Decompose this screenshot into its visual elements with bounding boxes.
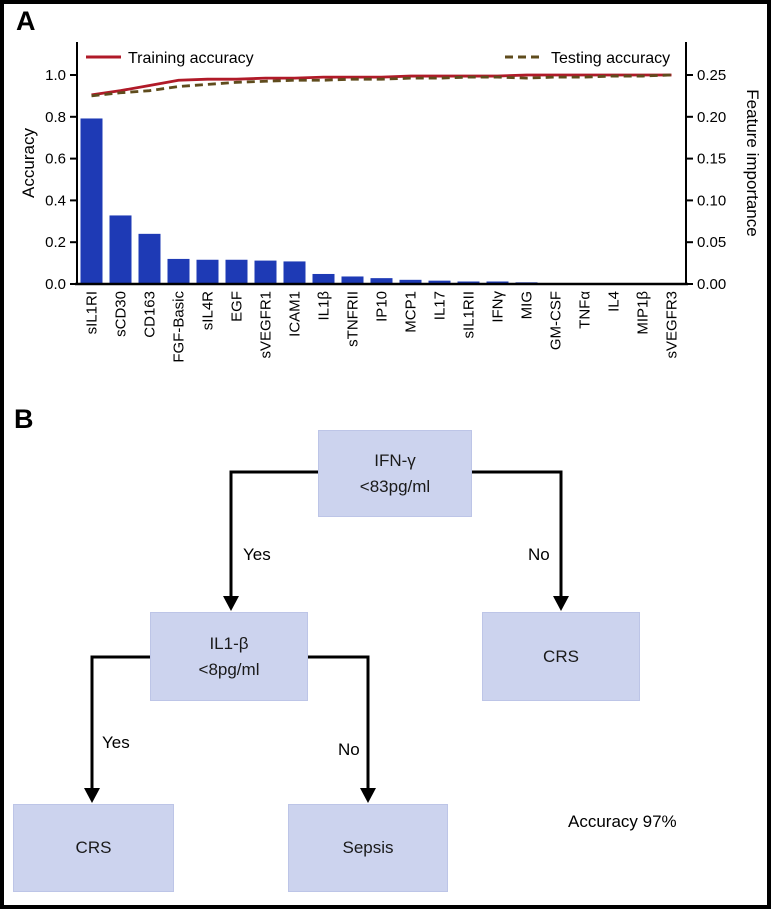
bar-IL17 [428, 280, 451, 284]
edge-label-l2-yes: Yes [102, 733, 130, 752]
arrowhead-l2-yes-icon [84, 788, 100, 803]
left-tick-label: 0.2 [45, 234, 66, 251]
left-axis-title: Accuracy [19, 128, 38, 198]
bar-CD163 [138, 233, 161, 284]
bar-sIL1RI [80, 118, 103, 284]
node-il1-beta-line1: IL1-β [209, 634, 249, 653]
bar-sCD30 [109, 215, 132, 284]
edge-label-l2-no: No [338, 740, 360, 759]
right-tick-label: 0.00 [697, 276, 726, 293]
node-sepsis-label: Sepsis [342, 838, 394, 858]
panel-b-label: B [14, 404, 34, 434]
x-tick-label-IP10: IP10 [374, 291, 391, 322]
bar-IFNγ [486, 281, 509, 284]
bar-sIL1RII [457, 281, 480, 284]
left-tick-label: 1.0 [45, 67, 66, 84]
x-tick-label-sCD30: sCD30 [113, 291, 130, 337]
left-tick-label: 0.6 [45, 151, 66, 168]
edge-root-no [472, 470, 563, 597]
node-ifn-gamma: IFN-γ <83pg/ml [318, 430, 472, 517]
node-il1-beta-line2: <8pg/ml [198, 659, 260, 679]
edge-label-root-yes: Yes [243, 545, 271, 564]
x-tick-label-EGF: EGF [229, 291, 246, 322]
panel-a-label: A [16, 6, 36, 36]
x-tick-label-MIP1β: MIP1β [635, 291, 652, 335]
edge-l2-no [308, 655, 370, 789]
left-tick-label: 0.8 [45, 109, 66, 126]
x-tick-label-TNFα: TNFα [577, 291, 594, 329]
node-crs-left-label: CRS [75, 838, 112, 858]
node-il1-beta: IL1-β <8pg/ml [150, 612, 308, 701]
left-tick-label: 0.0 [45, 276, 66, 293]
x-tick-label-sTNFRII: sTNFRII [345, 291, 362, 347]
bar-IL1β [312, 273, 335, 284]
x-tick-label-sVEGFR3: sVEGFR3 [664, 291, 681, 359]
legend-training-label: Training accuracy [128, 50, 254, 67]
node-crs-right-label: CRS [543, 646, 579, 666]
arrowhead-root-yes-icon [223, 596, 239, 611]
node-sepsis: Sepsis [288, 804, 448, 892]
edge-label-root-no: No [528, 545, 550, 564]
x-tick-label-GM-CSF: GM-CSF [548, 291, 565, 350]
line-testing [91, 73, 672, 98]
bars-group [80, 118, 683, 285]
x-tick-label-FGF-Basic: FGF-Basic [171, 291, 188, 363]
lines-group [91, 73, 672, 98]
node-crs-left: CRS [13, 804, 174, 892]
x-tick-label-IL1β: IL1β [316, 291, 333, 321]
bar-FGF-Basic [167, 258, 190, 284]
right-tick-label: 0.25 [697, 67, 726, 84]
edge-root-yes [229, 470, 318, 597]
x-tick-label-ICAM1: ICAM1 [287, 291, 304, 337]
x-tick-label-sIL1RII: sIL1RII [461, 291, 478, 339]
bar-MCP1 [399, 279, 422, 284]
x-tick-label-sVEGFR1: sVEGFR1 [258, 291, 275, 359]
edge-l2-yes [90, 655, 150, 789]
bar-sVEGFR1 [254, 260, 277, 284]
right-axis-title: Feature importance [743, 89, 762, 236]
left-tick-label: 0.4 [45, 192, 66, 209]
x-tick-label-IL4: IL4 [606, 291, 623, 312]
right-tick-label: 0.20 [697, 109, 726, 126]
line-training [91, 73, 672, 97]
x-tick-label-MCP1: MCP1 [403, 291, 420, 333]
right-tick-label: 0.15 [697, 151, 726, 168]
node-crs-right: CRS [482, 612, 640, 701]
node-ifn-gamma-line1: IFN-γ [374, 451, 416, 470]
x-tick-label-MIG: MIG [519, 291, 536, 319]
feature-importance-chart: sIL1RI sCD30 CD163 FGF-Basic sIL4R EGF sVEGFR1… [19, 42, 762, 363]
arrowhead-l2-no-icon [360, 788, 376, 803]
bar-sTNFRII [341, 276, 364, 284]
bar-ICAM1 [283, 261, 306, 284]
x-tick-label-IFNγ: IFNγ [490, 291, 507, 323]
tree-connectors [84, 470, 569, 803]
node-ifn-gamma-line2: <83pg/ml [359, 476, 431, 496]
right-tick-label: 0.05 [697, 234, 726, 251]
bar-EGF [225, 259, 248, 284]
right-tick-label: 0.10 [697, 192, 726, 209]
x-tick-label-IL17: IL17 [432, 291, 449, 320]
bar-IP10 [370, 278, 393, 284]
x-tick-label-CD163: CD163 [142, 291, 159, 338]
x-tick-label-sIL1RI: sIL1RI [84, 291, 101, 334]
x-tick-label-sIL4R: sIL4R [200, 291, 217, 330]
axes-group: sIL1RI sCD30 CD163 FGF-Basic sIL4R EGF sVEGFR1… [45, 42, 726, 363]
bar-sIL4R [196, 259, 219, 284]
legend-testing-label: Testing accuracy [551, 50, 670, 67]
accuracy-note: Accuracy 97% [568, 812, 677, 831]
arrowhead-root-no-icon [553, 596, 569, 611]
